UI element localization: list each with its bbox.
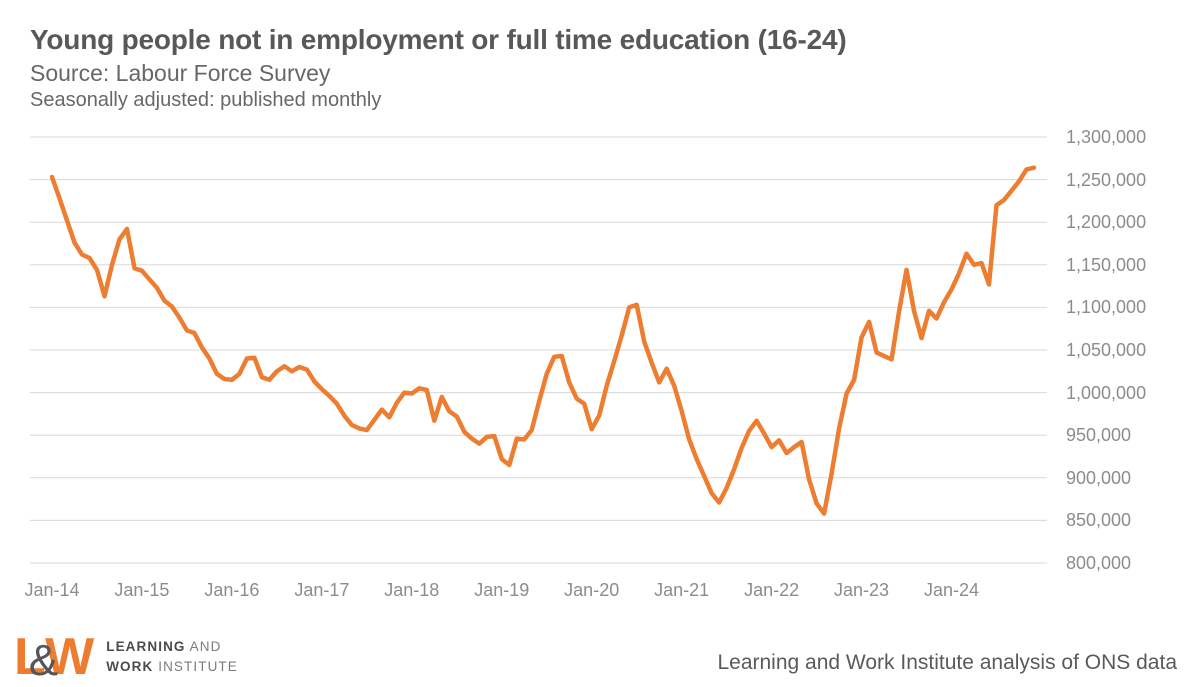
x-axis-label: Jan-16	[204, 580, 260, 600]
y-axis-label: 1,200,000	[1066, 212, 1147, 233]
y-axis-label: 1,250,000	[1066, 169, 1147, 190]
x-axis-label: Jan-18	[384, 580, 440, 600]
x-axis-label: Jan-19	[474, 580, 530, 600]
y-axis-label: 950,000	[1066, 425, 1132, 446]
logo-letter-w: W	[45, 628, 94, 686]
x-axis-label: Jan-17	[294, 580, 350, 600]
lw-logo-mark: L & W	[14, 628, 94, 686]
chart-source: Source: Labour Force Survey	[30, 60, 331, 86]
y-axis-label: 1,100,000	[1066, 297, 1147, 318]
y-axis-label: 800,000	[1066, 553, 1132, 573]
x-axis-label: Jan-22	[744, 580, 800, 600]
y-axis-label: 900,000	[1066, 467, 1132, 488]
trend-line	[49, 165, 1037, 516]
y-axis-label: 1,000,000	[1066, 382, 1147, 403]
x-axis-label: Jan-20	[564, 580, 620, 600]
attribution-text: Learning and Work Institute analysis of …	[717, 651, 1177, 674]
x-axis-label: Jan-21	[654, 580, 710, 600]
x-axis-label: Jan-23	[834, 580, 890, 600]
lw-logo: L & W LEARNING AND WORK INSTITUTE	[14, 629, 238, 685]
y-axis-label: 1,050,000	[1066, 340, 1147, 360]
lw-logo-text: LEARNING AND WORK INSTITUTE	[106, 637, 238, 676]
page-title: Young people not in employment or full t…	[30, 24, 847, 55]
logo-text-line2: WORK INSTITUTE	[106, 659, 238, 674]
logo-ampersand: &	[28, 636, 59, 685]
y-axis-label: 850,000	[1066, 510, 1132, 531]
y-axis-label: 1,300,000	[1066, 127, 1147, 147]
y-axis-label: 1,150,000	[1066, 254, 1147, 275]
logo-text-line1: LEARNING AND	[106, 639, 222, 655]
x-axis-label: Jan-15	[114, 580, 170, 600]
x-axis-label: Jan-14	[24, 580, 80, 600]
logo-letter-l: L	[14, 628, 46, 686]
x-axis-label: Jan-24	[923, 580, 980, 600]
chart-note: Seasonally adjusted: published monthly	[30, 89, 382, 111]
